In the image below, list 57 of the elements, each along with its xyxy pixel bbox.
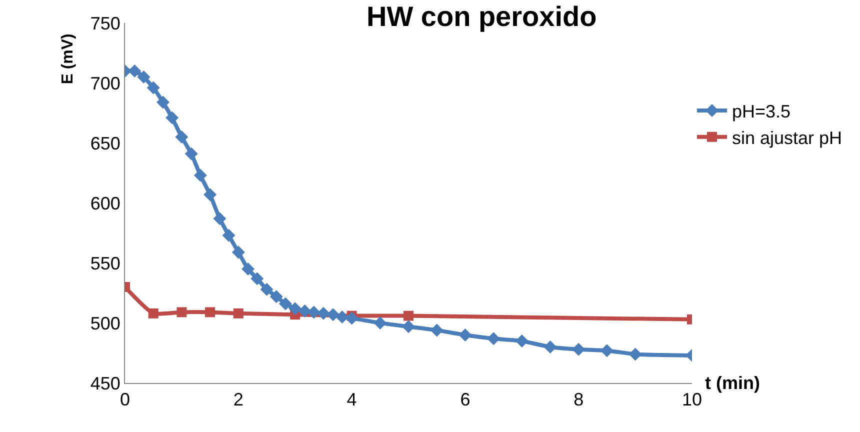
point (270, 290, 283, 304)
legend-label: sin ajustar pH (732, 128, 842, 148)
point (156, 96, 170, 109)
chart-title: HW con peroxido (366, 1, 597, 32)
point (146, 81, 160, 94)
point (137, 70, 150, 84)
x-tick-label: 8 (574, 390, 584, 410)
point (487, 332, 500, 346)
point (628, 348, 642, 361)
point (260, 282, 274, 296)
point (288, 302, 302, 316)
point (278, 297, 292, 310)
y-tick-label: 650 (90, 133, 120, 154)
y-tick-label: 500 (90, 313, 120, 334)
point (374, 316, 387, 330)
point (345, 312, 358, 325)
y-axis-title: E (mV) (59, 34, 76, 84)
point (250, 272, 264, 286)
point (175, 130, 188, 144)
x-tick-label: 10 (682, 390, 702, 410)
point (458, 328, 472, 342)
y-tick-label: 600 (90, 193, 120, 214)
point (600, 344, 614, 358)
point (128, 64, 142, 78)
point (242, 262, 255, 276)
point (148, 308, 158, 318)
point (205, 307, 216, 318)
point (194, 168, 207, 182)
x-tick-label: 4 (346, 390, 357, 410)
point (184, 147, 198, 160)
y-tick-label: 550 (90, 253, 120, 274)
legend-label: pH=3.5 (732, 102, 791, 122)
point (336, 310, 349, 324)
point (204, 188, 217, 202)
x-tick-label: 6 (460, 390, 470, 410)
x-axis-title: t (min) (705, 373, 760, 393)
point (307, 306, 320, 319)
point (572, 342, 586, 356)
y-tick-label: 750 (90, 13, 120, 34)
y-tick-label: 700 (90, 73, 120, 94)
point (233, 308, 244, 318)
point (430, 324, 444, 337)
point (222, 228, 236, 242)
y-tick-label: 450 (90, 373, 120, 394)
point (402, 320, 415, 334)
point (326, 308, 340, 322)
point (316, 306, 330, 320)
point (298, 304, 312, 318)
point (232, 246, 245, 259)
x-tick-label: 0 (120, 390, 130, 410)
point (404, 310, 414, 321)
point (544, 340, 557, 354)
point (515, 334, 528, 348)
x-tick-label: 2 (233, 390, 244, 410)
point (176, 307, 187, 318)
point (213, 212, 226, 226)
point (166, 111, 179, 124)
